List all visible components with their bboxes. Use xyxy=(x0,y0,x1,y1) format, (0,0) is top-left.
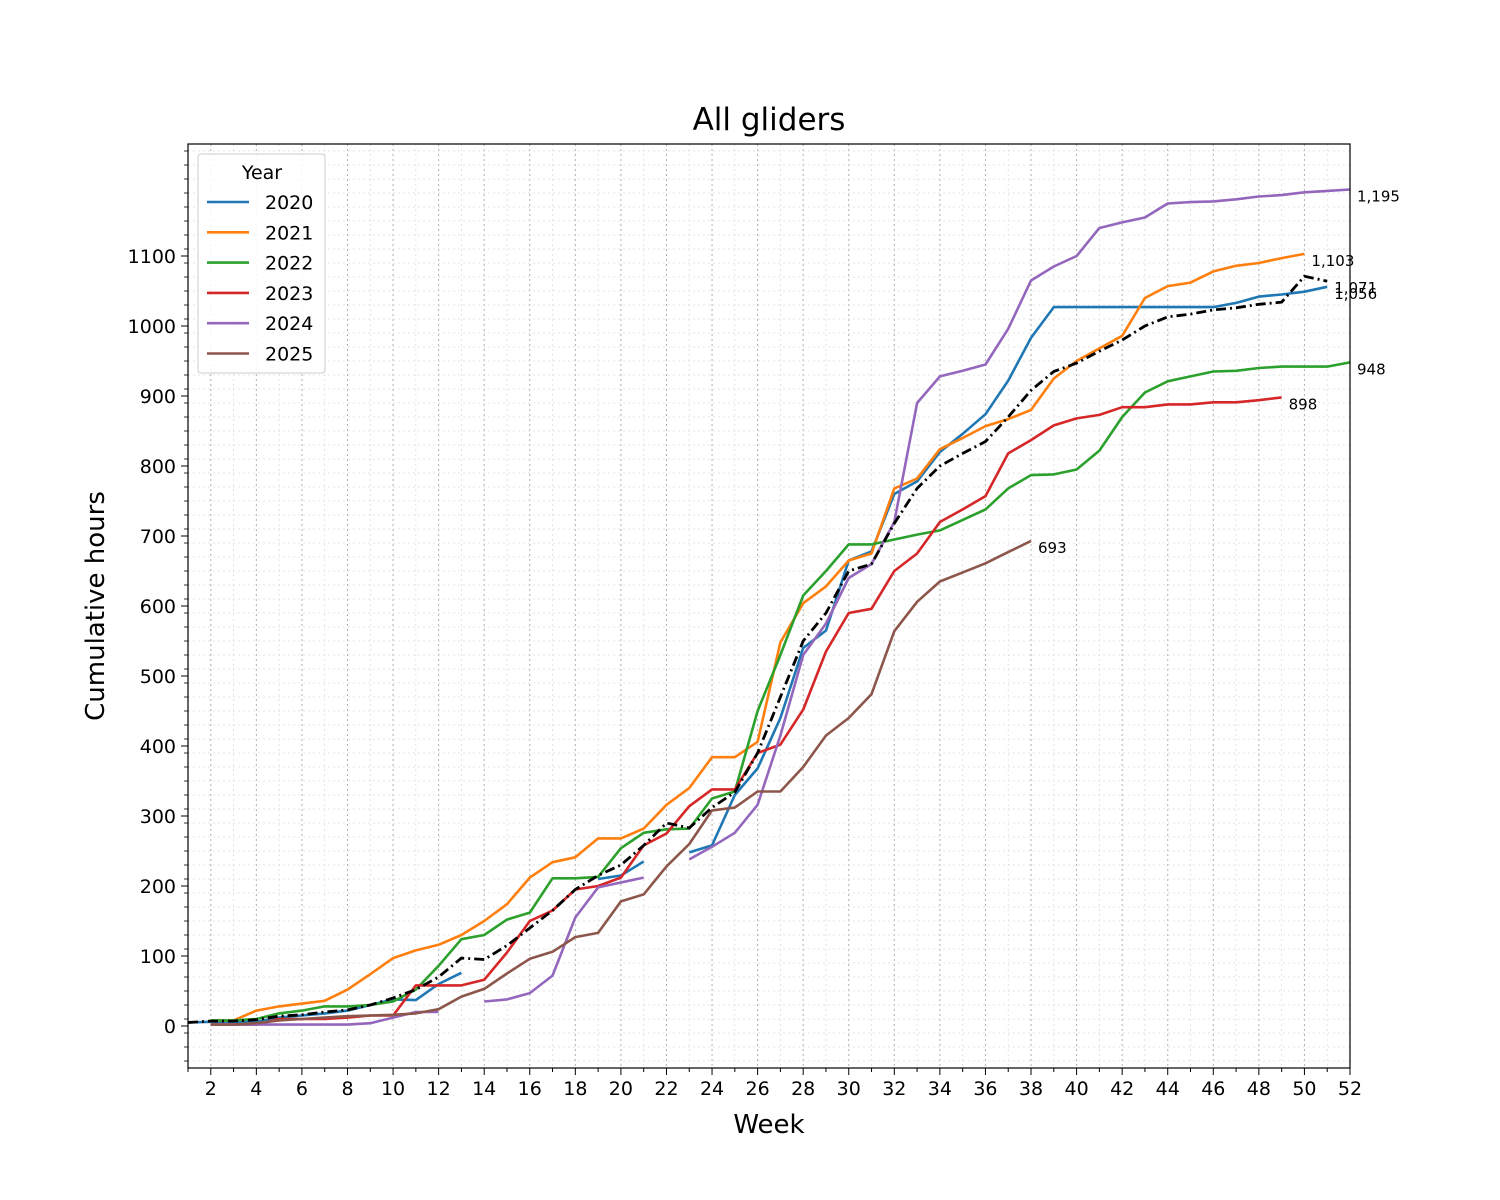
y-tick-label: 700 xyxy=(140,526,176,548)
x-axis-title: Week xyxy=(733,1110,804,1140)
y-axis: 0 100 200 300 400 500 600 700 800 900 1000 1100 xyxy=(128,150,188,1062)
x-tick-label: 50 xyxy=(1292,1078,1316,1100)
x-tick-label: 6 xyxy=(296,1078,308,1100)
y-tick-label: 1000 xyxy=(128,316,176,338)
average-line xyxy=(187,274,1328,1024)
legend-label-2020: 2020 xyxy=(265,192,313,214)
end-value-label: 898 xyxy=(1289,395,1318,413)
y-tick-label: 900 xyxy=(140,386,176,408)
end-labels: 1,056 1,103 948 898 1,195 693 1,071 xyxy=(1038,188,1400,557)
end-value-label: 1,195 xyxy=(1357,188,1400,206)
legend: Year 2020 2021 2022 2023 2024 2025 xyxy=(197,153,326,374)
series-line-2023 xyxy=(210,396,1282,1026)
plot-frame xyxy=(187,143,1351,1069)
y-tick-label: 100 xyxy=(140,946,176,968)
legend-label-2023: 2023 xyxy=(265,283,313,305)
legend-label-2021: 2021 xyxy=(265,222,313,244)
chart-title: All gliders xyxy=(693,102,846,138)
series-line-2021 xyxy=(210,252,1305,1022)
x-tick-label: 40 xyxy=(1064,1078,1088,1100)
legend-title: Year xyxy=(241,162,282,184)
y-tick-label: 600 xyxy=(140,596,176,618)
x-tick-label: 4 xyxy=(250,1078,262,1100)
x-axis: 2 4 6 8 10 12 14 16 18 20 22 24 26 28 30 32 34 36 38 40 42 44… xyxy=(187,1068,1362,1100)
x-tick-label: 14 xyxy=(472,1078,496,1100)
grid xyxy=(187,144,1351,1068)
y-tick-label: 300 xyxy=(140,806,176,828)
y-tick-label: 0 xyxy=(164,1016,176,1038)
x-tick-label: 28 xyxy=(791,1078,815,1100)
series-line-2020 xyxy=(688,285,1328,854)
legend-label-2025: 2025 xyxy=(265,344,313,366)
x-tick-label: 24 xyxy=(700,1078,724,1100)
x-tick-label: 12 xyxy=(427,1078,451,1100)
x-tick-label: 22 xyxy=(654,1078,678,1100)
x-tick-label: 36 xyxy=(973,1078,997,1100)
x-tick-label: 18 xyxy=(563,1078,587,1100)
y-axis-title: Cumulative hours xyxy=(81,491,111,721)
y-tick-label: 200 xyxy=(140,876,176,898)
x-tick-label: 52 xyxy=(1338,1078,1362,1100)
legend-label-2022: 2022 xyxy=(265,253,313,275)
legend-box xyxy=(197,153,326,374)
y-tick-label: 800 xyxy=(140,456,176,478)
x-tick-label: 44 xyxy=(1156,1078,1180,1100)
end-value-label: 1,103 xyxy=(1311,252,1354,270)
x-tick-label: 32 xyxy=(882,1078,906,1100)
series-line-2024 xyxy=(688,188,1351,861)
series-line-2024 xyxy=(484,876,644,1003)
x-tick-label: 46 xyxy=(1201,1078,1225,1100)
x-tick-label: 34 xyxy=(928,1078,952,1100)
x-tick-label: 10 xyxy=(381,1078,405,1100)
x-tick-label: 8 xyxy=(341,1078,353,1100)
series-line-2022 xyxy=(210,361,1351,1022)
x-tick-label: 48 xyxy=(1247,1078,1271,1100)
end-value-label: 948 xyxy=(1357,360,1386,378)
y-tick-label: 400 xyxy=(140,736,176,758)
x-tick-label: 2 xyxy=(205,1078,217,1100)
x-tick-label: 26 xyxy=(746,1078,770,1100)
x-tick-label: 16 xyxy=(518,1078,542,1100)
end-value-label: 693 xyxy=(1038,539,1067,557)
legend-label-2024: 2024 xyxy=(265,313,313,335)
end-value-label: 1,071 xyxy=(1334,279,1377,297)
x-tick-label: 38 xyxy=(1019,1078,1043,1100)
x-tick-label: 42 xyxy=(1110,1078,1134,1100)
x-tick-label: 20 xyxy=(609,1078,633,1100)
series-lines xyxy=(187,188,1351,1026)
x-tick-label: 30 xyxy=(837,1078,861,1100)
end-value-label: 1,056 xyxy=(1334,285,1377,303)
series-line-2025 xyxy=(210,539,1032,1026)
y-tick-label: 1100 xyxy=(128,246,176,268)
y-tick-label: 500 xyxy=(140,666,176,688)
